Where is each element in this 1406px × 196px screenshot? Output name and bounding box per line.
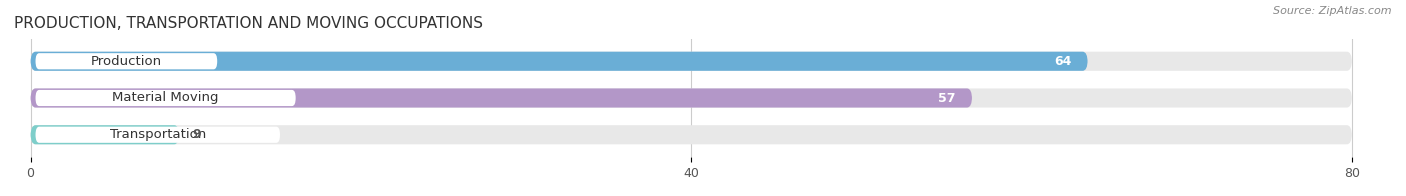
FancyBboxPatch shape bbox=[35, 90, 295, 106]
FancyBboxPatch shape bbox=[31, 88, 1353, 108]
Text: Production: Production bbox=[91, 55, 162, 68]
FancyBboxPatch shape bbox=[31, 125, 179, 144]
Text: Material Moving: Material Moving bbox=[112, 92, 219, 104]
FancyBboxPatch shape bbox=[31, 52, 1353, 71]
Text: Source: ZipAtlas.com: Source: ZipAtlas.com bbox=[1274, 6, 1392, 16]
Text: 9: 9 bbox=[193, 128, 201, 141]
FancyBboxPatch shape bbox=[31, 125, 1353, 144]
FancyBboxPatch shape bbox=[35, 53, 217, 69]
Text: 57: 57 bbox=[938, 92, 956, 104]
FancyBboxPatch shape bbox=[31, 88, 972, 108]
FancyBboxPatch shape bbox=[31, 52, 1088, 71]
Text: 64: 64 bbox=[1054, 55, 1071, 68]
Text: PRODUCTION, TRANSPORTATION AND MOVING OCCUPATIONS: PRODUCTION, TRANSPORTATION AND MOVING OC… bbox=[14, 16, 484, 31]
FancyBboxPatch shape bbox=[35, 127, 280, 143]
Text: Transportation: Transportation bbox=[110, 128, 205, 141]
